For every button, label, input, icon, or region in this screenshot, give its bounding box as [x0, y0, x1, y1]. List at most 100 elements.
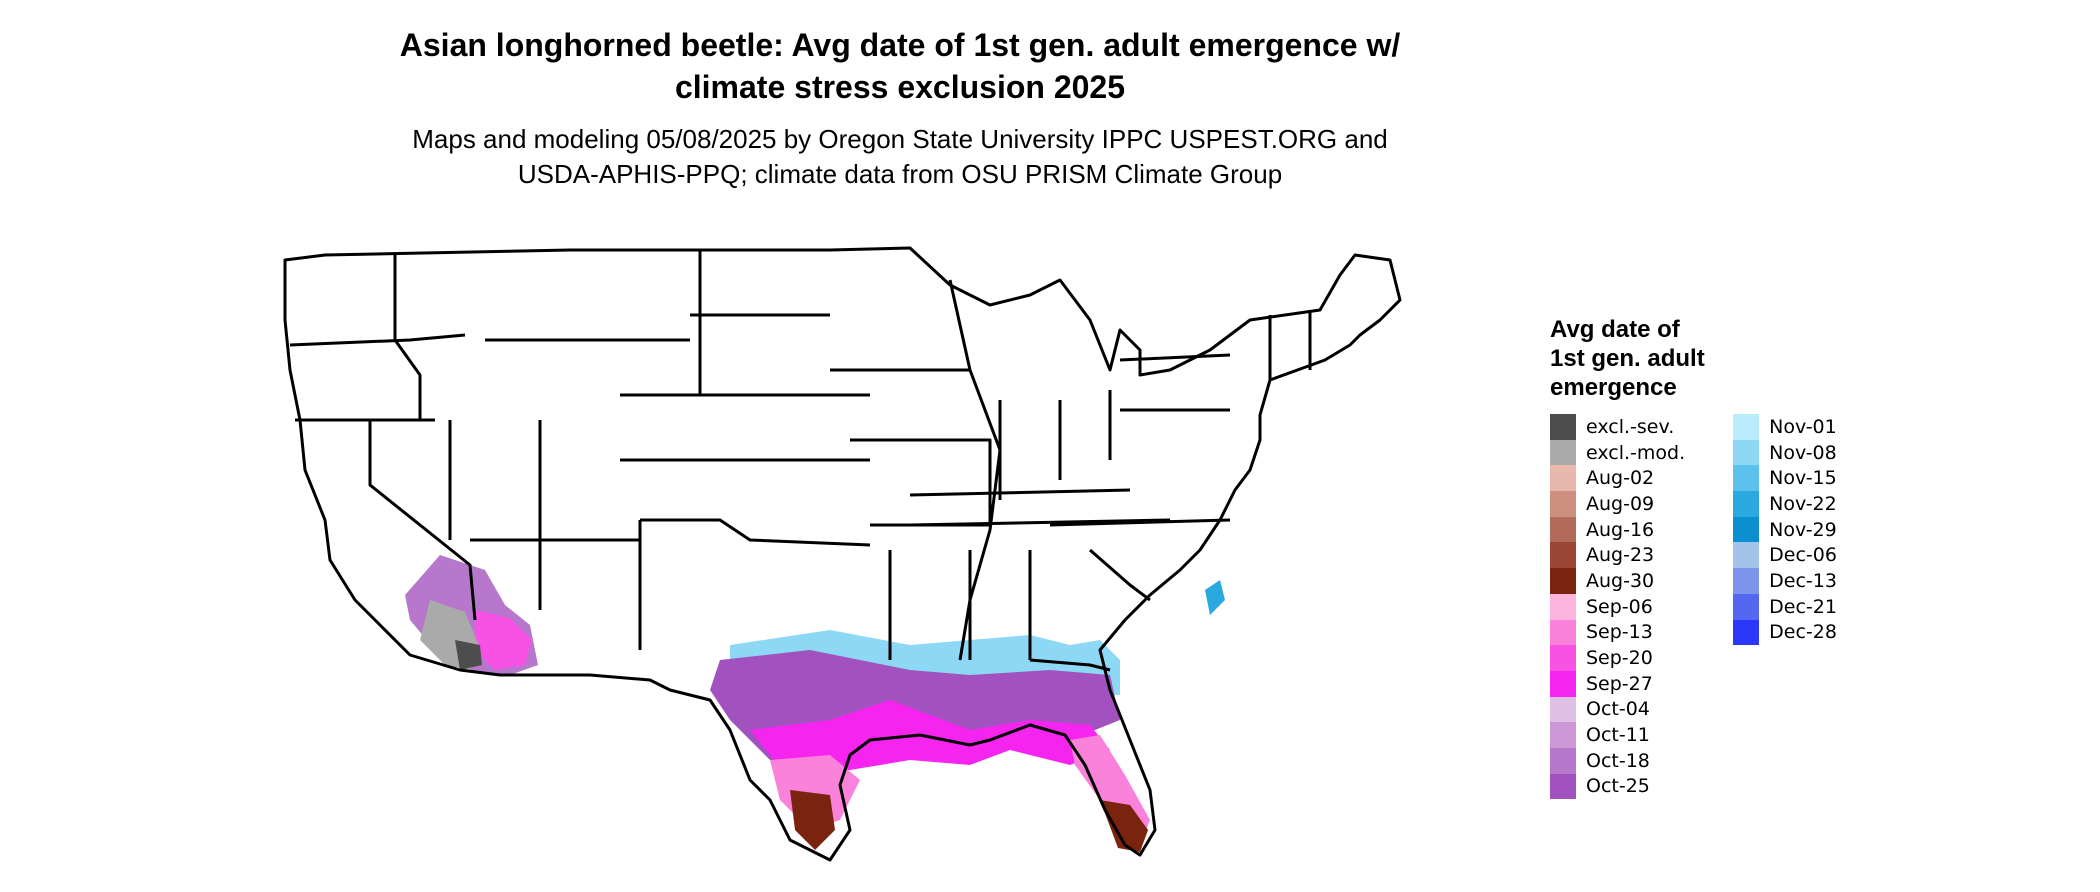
legend-item: excl.-mod.: [1550, 439, 1686, 466]
boundary-la-ms-al: [888, 550, 1032, 660]
legend-item: Aug-09: [1550, 491, 1685, 517]
map-subtitle-line-1: Maps and modeling 05/08/2025 by Oregon S…: [412, 124, 1388, 154]
legend-swatch: [1550, 722, 1576, 748]
map-title-line-2: climate stress exclusion 2025: [674, 69, 1126, 105]
legend-swatch: [1550, 696, 1576, 723]
legend-label: Nov-01: [1769, 415, 1837, 438]
legend-item: Nov-15: [1733, 465, 1837, 492]
legend-item: Nov-29: [1733, 516, 1837, 543]
boundary-dakotas: [690, 250, 830, 395]
legend-item: Dec-28: [1733, 619, 1837, 646]
legend-swatch: [1550, 516, 1576, 543]
legend-item: Aug-02: [1550, 465, 1685, 492]
legend-label: Aug-02: [1586, 467, 1655, 490]
legend-item: Aug-23: [1550, 542, 1685, 569]
boundary-ne-ks: [620, 393, 870, 462]
legend-label: Oct-25: [1586, 775, 1650, 798]
legend-item: Sep-13: [1550, 619, 1685, 646]
legend-label: Oct-04: [1586, 698, 1650, 721]
legend-swatch: [1550, 491, 1576, 517]
legend-swatch: [1733, 542, 1760, 569]
legend-label: Sep-13: [1586, 621, 1653, 644]
boundary-wa-or: [289, 333, 466, 347]
legend-item: Oct-18: [1550, 747, 1685, 774]
shade-texas-pink: [770, 755, 860, 830]
legend-title-line-2: 1st gen. adult: [1550, 345, 1705, 372]
legend-label: Sep-06: [1586, 595, 1653, 618]
legend-label: Aug-23: [1586, 544, 1655, 567]
state-boundaries: [283, 246, 1402, 862]
shade-texas-brown: [790, 790, 835, 850]
legend-swatch: [1550, 773, 1576, 800]
us-map: [283, 246, 1402, 862]
boundary-ga-fl: [1029, 658, 1111, 672]
legend-swatch: [1733, 568, 1760, 594]
legend-label: Aug-16: [1586, 518, 1655, 541]
legend-label: Dec-21: [1769, 595, 1837, 618]
emergence-shading: [405, 555, 1225, 852]
legend-swatch: [1550, 568, 1576, 594]
legend-swatch: [1733, 465, 1760, 492]
legend-swatch: [1550, 414, 1576, 440]
legend-swatch: [1733, 439, 1760, 466]
map-legend: Avg date of 1st gen. adult emergence exc…: [1550, 315, 2050, 800]
legend-label: Dec-13: [1769, 569, 1837, 592]
legend-swatch: [1733, 593, 1760, 620]
legend-swatch: [1733, 516, 1760, 543]
legend-item: Dec-21: [1733, 593, 1837, 620]
legend-column-1: excl.-sev. excl.-mod. Aug-02 Aug-09 Aug-16 Au…: [1550, 414, 1686, 800]
legend-label: Oct-18: [1586, 749, 1650, 772]
legend-label: Nov-22: [1769, 492, 1837, 515]
legend-item: Oct-25: [1550, 773, 1685, 800]
legend-title-line-1: Avg date of: [1550, 316, 1680, 343]
legend-swatch: [1550, 439, 1576, 466]
boundary-oh-in-il: [998, 390, 1112, 500]
legend-swatch: [1550, 619, 1576, 646]
boundary-pa-ny: [1119, 353, 1231, 412]
legend-swatch: [1733, 619, 1760, 646]
boundary-ok-tx: [640, 518, 871, 547]
legend-item: Dec-06: [1733, 542, 1837, 569]
boundary-tn-ky: [909, 488, 1171, 527]
boundary-id: [393, 255, 422, 420]
map-subtitle: Maps and modeling 05/08/2025 by Oregon S…: [0, 122, 1800, 192]
legend-item: excl.-sev.: [1550, 414, 1685, 440]
legend-label: excl.-sev.: [1586, 415, 1675, 438]
legend-swatch: [1733, 414, 1760, 440]
legend-label: Oct-11: [1586, 724, 1650, 747]
legend-column-2: Nov-01 Nov-08 Nov-15 Nov-22 Nov-29 Dec-06 Dec-…: [1733, 414, 1837, 799]
shade-sw-magenta: [475, 610, 532, 670]
legend-swatch: [1550, 645, 1576, 671]
shade-gulf-magenta: [750, 700, 1110, 780]
legend-item: Nov-01: [1733, 414, 1837, 440]
boundary-mo-ar: [850, 438, 992, 527]
legend-label: Sep-27: [1586, 672, 1653, 695]
legend-label: Dec-28: [1769, 621, 1837, 644]
boundary-ca-nv: [368, 420, 477, 621]
legend-item: Aug-30: [1550, 568, 1685, 594]
legend-swatch: [1550, 542, 1576, 569]
boundary-va-nc: [1049, 518, 1231, 527]
legend-label: Sep-20: [1586, 647, 1653, 670]
legend-columns: excl.-sev. excl.-mod. Aug-02 Aug-09 Aug-16 Au…: [1550, 414, 2050, 800]
shade-sw-darkgray: [455, 640, 482, 670]
legend-item: Dec-13: [1733, 568, 1837, 594]
boundary-sc-ga: [1089, 548, 1151, 602]
legend-label: Nov-15: [1769, 467, 1837, 490]
map-title: Asian longhorned beetle: Avg date of 1st…: [0, 24, 1800, 108]
legend-item: Nov-22: [1733, 491, 1837, 517]
legend-label: excl.-mod.: [1586, 441, 1686, 464]
legend-title: Avg date of 1st gen. adult emergence: [1550, 315, 2050, 402]
legend-item: Sep-27: [1550, 670, 1685, 697]
legend-swatch: [1550, 747, 1576, 774]
shade-florida-brown: [1100, 800, 1148, 852]
legend-swatch: [1733, 491, 1760, 517]
legend-item: Sep-20: [1550, 645, 1685, 671]
legend-item: Oct-11: [1550, 722, 1685, 748]
map-title-line-1: Asian longhorned beetle: Avg date of 1st…: [399, 27, 1401, 63]
legend-item: Oct-04: [1550, 696, 1685, 723]
legend-label: Nov-08: [1769, 441, 1837, 464]
legend-item: Nov-08: [1733, 439, 1837, 466]
map-subtitle-line-2: USDA-APHIS-PPQ; climate data from OSU PR…: [517, 159, 1283, 189]
legend-swatch: [1550, 593, 1576, 620]
